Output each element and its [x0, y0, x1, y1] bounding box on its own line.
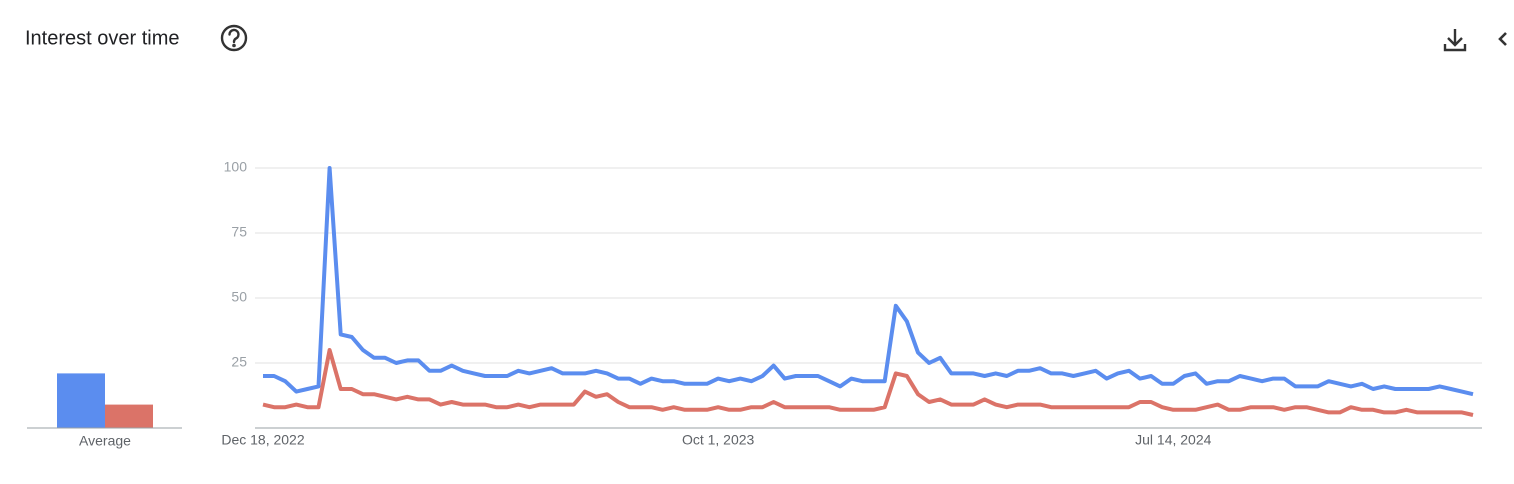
y-tick-label: 100 [224, 159, 248, 175]
x-tick-label: Dec 18, 2022 [221, 432, 304, 448]
y-tick-label: 50 [231, 289, 247, 305]
series-line [262, 348, 1474, 417]
help-icon[interactable] [220, 24, 248, 52]
average-label: Average [79, 433, 131, 449]
collapse-icon[interactable] [1498, 32, 1507, 46]
y-tick-label: 75 [231, 224, 247, 240]
x-tick-label: Jul 14, 2024 [1135, 432, 1211, 448]
x-tick-label: Oct 1, 2023 [682, 432, 755, 448]
y-tick-label: 25 [231, 354, 247, 370]
chart-title: Interest over time [25, 27, 180, 49]
average-bar [105, 404, 153, 428]
download-icon[interactable] [1443, 29, 1467, 52]
series-line [263, 166, 1474, 397]
average-bar [57, 373, 105, 428]
